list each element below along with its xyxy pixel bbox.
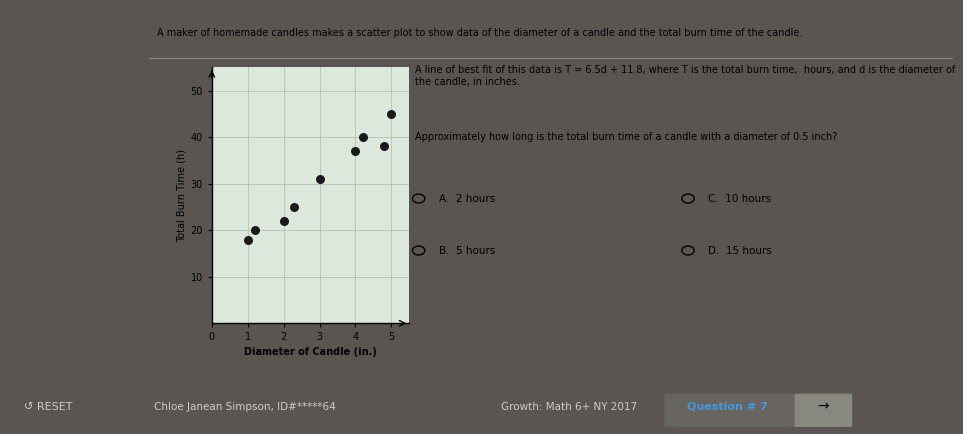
Point	[348, 148, 363, 155]
FancyBboxPatch shape	[794, 394, 852, 427]
Text: C.  10 hours: C. 10 hours	[708, 194, 771, 204]
Point	[240, 236, 255, 243]
Text: Growth: Math 6+ NY 2017: Growth: Math 6+ NY 2017	[501, 401, 637, 411]
X-axis label: Diameter of Candle (in.): Diameter of Candle (in.)	[245, 346, 377, 356]
Text: A line of best fit of this data is T = 6.5d + 11.8, where T is the total burn ti: A line of best fit of this data is T = 6…	[415, 65, 955, 86]
Text: A.  2 hours: A. 2 hours	[439, 194, 495, 204]
Text: ↺ RESET: ↺ RESET	[24, 401, 72, 411]
Text: Chloe Janean Simpson, ID#*****64: Chloe Janean Simpson, ID#*****64	[154, 401, 336, 411]
Point	[312, 175, 327, 182]
Text: Question # 7: Question # 7	[687, 401, 768, 411]
Point	[383, 110, 399, 117]
Point	[247, 227, 263, 233]
Text: B.  5 hours: B. 5 hours	[439, 246, 495, 256]
FancyBboxPatch shape	[664, 394, 799, 427]
Point	[276, 217, 292, 224]
Point	[355, 134, 371, 141]
Text: →: →	[818, 400, 829, 414]
Text: A maker of homemade candles makes a scatter plot to show data of the diameter of: A maker of homemade candles makes a scat…	[157, 28, 803, 38]
Text: D.  15 hours: D. 15 hours	[708, 246, 772, 256]
Point	[377, 143, 392, 150]
Text: Approximately how long is the total burn time of a candle with a diameter of 0.5: Approximately how long is the total burn…	[415, 132, 837, 142]
Point	[287, 204, 302, 210]
Y-axis label: Total Burn Time (h): Total Burn Time (h)	[176, 149, 186, 242]
